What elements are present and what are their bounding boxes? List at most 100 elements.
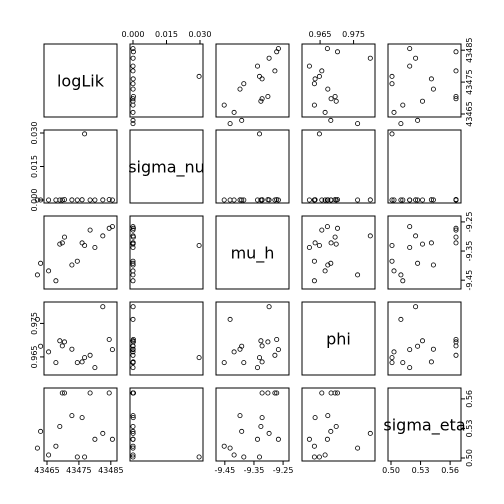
point-sigma_eta-vs-logLik-1 [53,443,59,449]
tick-label-phi-top-1: 0.975 [342,30,365,39]
point-mu_h-vs-logLik-13 [109,224,115,230]
point-sigma_eta-vs-mu_h-9 [272,390,278,396]
diagonal-label-phi: phi [326,330,351,349]
point-phi-vs-logLik-10 [92,365,98,371]
tick-label-logLik-right-1: 43475 [465,69,474,94]
tick-label-sigma_eta-bottom-2: 0.56 [441,466,459,475]
point-sigma_nu-vs-phi-10 [306,197,312,203]
point-sigma_nu-vs-logLik-11 [100,197,106,203]
point-sigma_eta-vs-logLik-2 [57,423,63,429]
tick-label-mu_h-right-1: -9.35 [465,241,474,262]
point-phi-vs-sigma_nu-14 [130,343,136,349]
point-mu_h-vs-logLik-9 [87,227,93,233]
point-sigma_nu-vs-mu_h-10 [254,197,260,203]
tick-label-mu_h-bottom-2: -9.25 [273,466,294,475]
panel-frame-sigma_eta-vs-mu_h [215,387,290,462]
point-logLik-vs-sigma_eta-13 [407,46,413,52]
point-phi-vs-logLik-2 [57,338,63,344]
point-logLik-vs-sigma_nu-11 [130,55,136,61]
point-sigma_nu-vs-sigma_eta-5 [430,197,436,203]
point-phi-vs-sigma_nu-9 [130,352,136,358]
point-sigma_nu-vs-phi-0 [322,197,328,203]
point-sigma_eta-vs-mu_h-7 [259,415,265,421]
point-sigma_eta-vs-sigma_nu-6 [130,454,136,460]
point-logLik-vs-mu_h-13 [275,46,281,52]
point-logLik-vs-mu_h-14 [239,117,245,123]
point-logLik-vs-sigma_eta-12 [453,49,459,55]
point-phi-vs-mu_h-14 [239,343,245,349]
point-sigma_eta-vs-mu_h-10 [254,436,260,442]
point-sigma_eta-vs-logLik-3 [59,390,65,396]
point-logLik-vs-sigma_nu-8 [196,73,202,79]
point-sigma_eta-vs-sigma_nu-8 [196,454,202,460]
point-sigma_nu-vs-logLik-10 [92,197,98,203]
point-mu_h-vs-logLik-5 [69,262,75,268]
point-mu_h-vs-logLik-2 [57,241,63,247]
point-sigma_nu-vs-phi-12 [334,197,340,203]
point-phi-vs-sigma_eta-2 [419,338,425,344]
point-logLik-vs-sigma_eta-2 [419,98,425,104]
point-sigma_eta-vs-phi-6 [311,454,317,460]
panel-frame-sigma_nu-vs-phi [301,129,376,204]
point-phi-vs-sigma_nu-11 [130,304,136,310]
point-sigma_eta-vs-phi-4 [332,390,338,396]
point-logLik-vs-mu_h-11 [266,55,272,61]
point-sigma_eta-vs-phi-15 [355,445,361,451]
point-sigma_eta-vs-sigma_nu-1 [130,443,136,449]
point-sigma_eta-vs-logLik-15 [34,445,40,451]
point-mu_h-vs-logLik-3 [59,240,65,246]
point-phi-vs-mu_h-13 [275,347,281,353]
point-sigma_nu-vs-sigma_eta-14 [415,197,421,203]
point-logLik-vs-sigma_eta-8 [389,73,395,79]
tick-label-sigma_eta-bottom-1: 0.53 [412,466,430,475]
point-sigma_eta-vs-mu_h-1 [221,443,227,449]
point-logLik-vs-sigma_nu-0 [130,109,136,115]
panel-frame-sigma_eta-vs-logLik [43,387,118,462]
point-mu_h-vs-logLik-7 [79,240,85,246]
point-logLik-vs-phi-6 [311,81,317,87]
point-sigma_eta-vs-sigma_nu-2 [130,423,136,429]
point-sigma_eta-vs-logLik-4 [62,390,68,396]
point-phi-vs-sigma_eta-6 [389,360,395,366]
tick-label-phi-left-0: 0.965 [30,345,39,368]
diagonal-label-logLik: logLik [57,72,105,91]
panel-frame-phi-vs-mu_h [215,301,290,376]
point-logLik-vs-phi-13 [324,46,330,52]
point-sigma_eta-vs-mu_h-14 [239,428,245,434]
point-phi-vs-sigma_eta-8 [389,355,395,361]
tick-label-mu_h-bottom-1: -9.35 [244,466,265,475]
point-logLik-vs-sigma_eta-10 [407,63,413,69]
point-sigma_eta-vs-logLik-10 [92,436,98,442]
point-phi-vs-sigma_nu-0 [130,349,136,355]
tick-label-logLik-bottom-2: 43485 [98,466,123,475]
point-logLik-vs-sigma_eta-1 [400,102,406,108]
point-phi-vs-sigma_eta-3 [453,343,459,349]
point-sigma_eta-vs-sigma_nu-14 [130,428,136,434]
point-mu_h-vs-sigma_eta-10 [407,244,413,250]
point-logLik-vs-sigma_eta-11 [413,55,419,61]
point-mu_h-vs-phi-3 [328,240,334,246]
point-logLik-vs-mu_h-10 [254,63,260,69]
point-sigma_eta-vs-phi-5 [325,413,331,419]
point-logLik-vs-phi-15 [355,121,361,127]
panel-frame-sigma_nu-vs-mu_h [215,129,290,204]
tick-label-sigma_nu-top-2: 0.030 [189,30,212,39]
point-sigma_eta-vs-logLik-13 [109,436,115,442]
point-logLik-vs-mu_h-4 [265,94,271,100]
point-sigma_nu-vs-mu_h-7 [259,197,265,203]
point-logLik-vs-sigma_nu-5 [130,86,136,92]
point-sigma_nu-vs-sigma_eta-2 [419,197,425,203]
point-logLik-vs-mu_h-8 [256,73,262,79]
point-phi-vs-mu_h-9 [272,352,278,358]
tick-label-sigma_eta-right-1: 0.53 [465,420,474,438]
point-phi-vs-mu_h-10 [254,365,260,371]
point-sigma_eta-vs-mu_h-0 [231,452,237,458]
panel-frame-mu_h-vs-logLik [43,215,118,290]
point-logLik-vs-phi-14 [328,117,334,123]
point-sigma_eta-vs-phi-14 [328,428,334,434]
point-sigma_eta-vs-sigma_nu-12 [130,390,136,396]
point-logLik-vs-sigma_eta-5 [430,86,436,92]
tick-label-mu_h-bottom-0: -9.45 [214,466,235,475]
point-logLik-vs-mu_h-15 [227,121,233,127]
point-sigma_nu-vs-logLik-15 [34,197,40,203]
